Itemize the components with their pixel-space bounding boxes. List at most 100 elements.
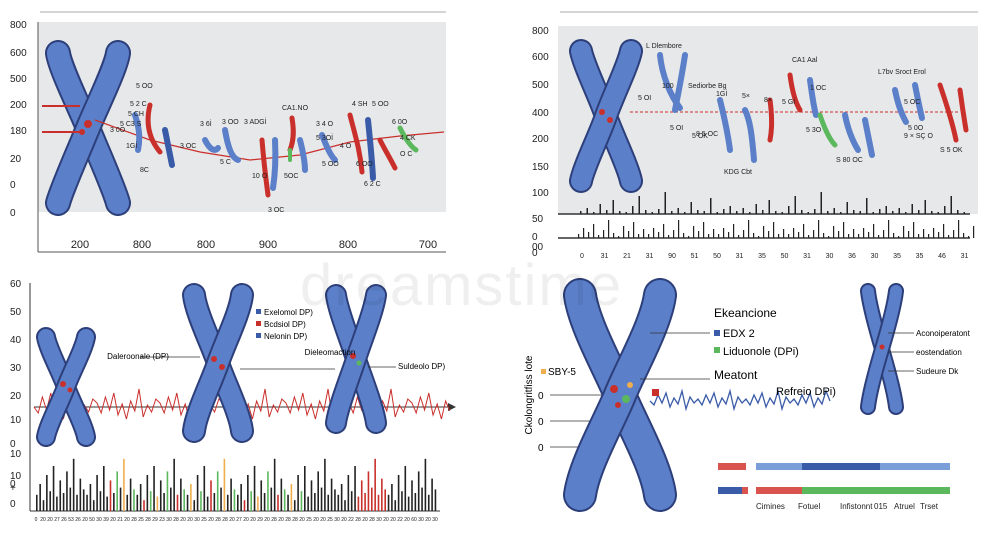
- bar: [953, 230, 955, 238]
- annotation: 4 SH: [352, 101, 368, 108]
- x-tick: 28: [271, 517, 277, 523]
- bar: [937, 212, 939, 214]
- bar: [387, 494, 390, 511]
- bar: [736, 211, 738, 214]
- bar: [698, 231, 700, 238]
- annotation: Refreio DPi): [776, 386, 836, 398]
- annotation: 5 2 C: [130, 101, 147, 108]
- annotation: 1 OC: [810, 85, 826, 92]
- bar: [973, 226, 975, 238]
- bar: [838, 231, 840, 238]
- annotation: Suldeolo DP): [398, 362, 445, 371]
- y-tick: 500: [10, 74, 27, 85]
- bar: [99, 491, 102, 511]
- bar: [928, 234, 930, 238]
- track-bars: [718, 463, 950, 494]
- bar: [377, 494, 380, 511]
- x-tick: 20: [313, 517, 319, 523]
- bar: [827, 211, 829, 214]
- annotation: 5 C3 S: [120, 121, 142, 128]
- bar: [59, 480, 62, 511]
- bar: [678, 220, 680, 238]
- annotation: 5 3Oİ: [316, 133, 333, 142]
- x-tick: 25: [201, 517, 207, 523]
- y-tick: 0: [532, 248, 538, 259]
- y-tick: 100: [532, 188, 549, 199]
- annotation: 100: [662, 83, 674, 90]
- bar: [924, 200, 926, 214]
- bar: [434, 489, 437, 511]
- panel-4-svg: Ckolongritfiss lote 0 0 0 Ekeancione EDX…: [524, 278, 971, 512]
- bar: [968, 236, 970, 238]
- y-tick: 200: [532, 134, 549, 145]
- annotation: L7bv Sroct Erol: [878, 69, 926, 76]
- bar: [866, 198, 868, 214]
- annotation: 3 ADGİ: [244, 117, 267, 126]
- bar: [853, 229, 855, 238]
- bar: [807, 212, 809, 214]
- bar: [658, 232, 660, 238]
- y-tick: 0: [10, 499, 16, 510]
- x-tick: 51: [691, 253, 699, 260]
- y-tick: 800: [10, 20, 27, 31]
- bar: [109, 480, 112, 511]
- bar: [210, 480, 212, 511]
- bar: [853, 210, 855, 214]
- panel-1-annotations: 5 OO 5 2 C 5 CH 5 C3 S 1Gİ 8C 3 6İ 3 OO 3 ADGİ CA…: [110, 83, 416, 214]
- bar: [608, 220, 610, 238]
- x-tick: 700: [419, 239, 437, 251]
- bar: [371, 487, 373, 511]
- bar: [738, 235, 740, 238]
- bar: [143, 500, 145, 511]
- bar: [668, 235, 670, 238]
- bar: [728, 232, 730, 238]
- x-tick: 22: [348, 517, 354, 523]
- bar: [146, 475, 149, 511]
- x-tick: 30: [194, 517, 200, 523]
- annotation: 5 OO: [322, 161, 339, 168]
- fragment-glyphs: [132, 102, 419, 198]
- bar: [690, 202, 692, 214]
- bar: [950, 196, 952, 214]
- bar: [778, 234, 780, 238]
- x-tick: 31: [736, 253, 744, 260]
- y-tick: 0: [538, 443, 544, 454]
- legend-swatch: [541, 369, 546, 374]
- bar: [673, 230, 675, 238]
- bar: [898, 236, 900, 238]
- bar: [773, 222, 775, 238]
- bar: [414, 493, 417, 511]
- x-tick: 26: [61, 517, 67, 523]
- annotation: S 80 OC: [836, 157, 863, 164]
- y-tick: 600: [10, 48, 27, 59]
- x-tick: 20: [404, 517, 410, 523]
- y-tick: 800: [532, 26, 549, 37]
- x-tick: 53: [68, 517, 74, 523]
- bar: [683, 233, 685, 238]
- x-tick: 900: [259, 239, 277, 251]
- annotation: 1Gİ: [126, 141, 137, 150]
- bar: [625, 212, 627, 214]
- bar: [89, 484, 92, 511]
- bar: [633, 222, 635, 238]
- annotation: 3 OC: [180, 143, 196, 150]
- bar: [742, 208, 744, 214]
- bar: [879, 209, 881, 214]
- x-tick: 20: [208, 517, 214, 523]
- bar: [344, 500, 346, 511]
- bar: [898, 208, 900, 214]
- bar: [39, 484, 41, 511]
- annotation: 5 OI: [638, 95, 651, 102]
- bar: [123, 458, 125, 511]
- y-tick: 20: [10, 391, 22, 402]
- bar: [153, 466, 155, 511]
- bar: [334, 489, 336, 511]
- track-labels: Cimines Fotuel Infistonnt 015 Atruel Trset: [756, 502, 939, 511]
- bar: [297, 475, 299, 511]
- bar: [848, 234, 850, 238]
- chromosome-icon: [569, 39, 643, 193]
- signal-wave: [649, 388, 831, 412]
- bar: [892, 211, 894, 214]
- bar: [833, 208, 835, 214]
